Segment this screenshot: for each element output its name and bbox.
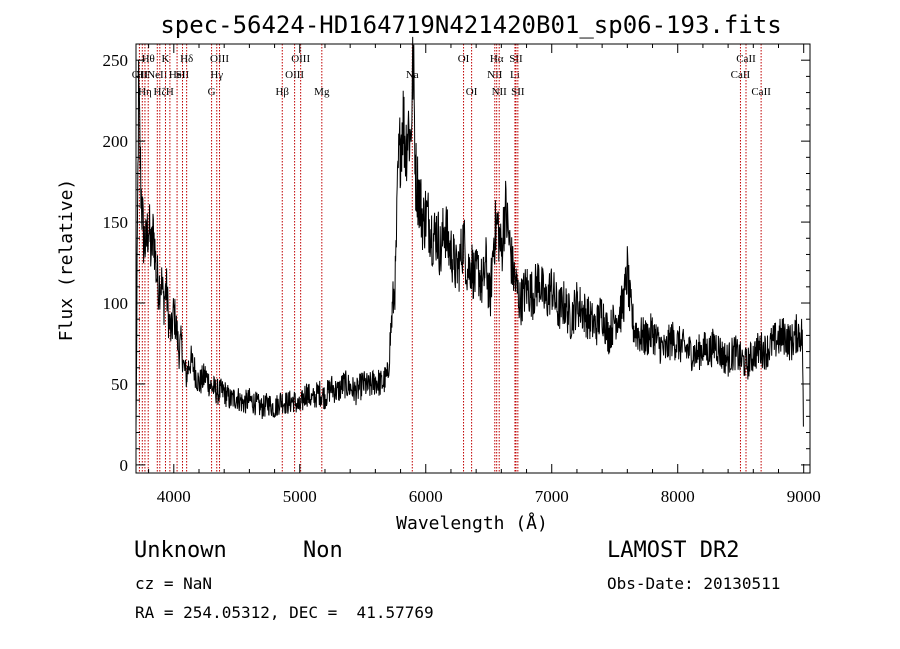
line-label-11: G — [208, 86, 216, 98]
line-label-24: Li — [510, 69, 520, 81]
plot-frame — [135, 43, 811, 474]
x-axis: 4000 5000 6000 7000 8000 9000 — [148, 44, 821, 506]
spectral-subclass: Non — [303, 538, 343, 563]
line-label-17: Mg — [314, 86, 330, 98]
line-label-7: H — [166, 86, 174, 98]
line-label-3: Hθ — [142, 53, 155, 65]
line-label-6: K — [162, 53, 170, 65]
line-label-28: CaII — [736, 53, 756, 65]
line-label-14: Hβ — [275, 86, 289, 98]
line-label-27: CaII — [731, 69, 751, 81]
x-tick-label-2: 6000 — [409, 487, 443, 506]
x-tick-label-0: 4000 — [157, 487, 191, 506]
line-label-13: OIII — [210, 53, 229, 65]
line-label-25: SII — [509, 53, 523, 65]
y-tick-label-0: 0 — [120, 456, 129, 475]
y-tick-label-2: 100 — [103, 294, 129, 313]
survey-label: LAMOST DR2 — [607, 538, 740, 563]
observation-date: Obs-Date: 20130511 — [607, 574, 781, 593]
line-label-1: HI — [136, 69, 148, 81]
x-tick-label-1: 5000 — [283, 487, 317, 506]
line-label-21: NII — [487, 69, 503, 81]
line-label-23: NII — [492, 86, 508, 98]
spectrum-line — [135, 36, 804, 430]
line-label-4: NeII — [147, 69, 167, 81]
line-label-19: OI — [458, 53, 470, 65]
x-tick-label-4: 8000 — [661, 487, 695, 506]
coordinates: RA = 254.05312, DEC = 41.57769 — [135, 603, 434, 622]
x-tick-label-3: 7000 — [535, 487, 569, 506]
line-label-8: HeI — [169, 69, 186, 81]
x-axis-label: Wavelength (Å) — [396, 512, 548, 534]
redshift-value: cz = NaN — [135, 574, 213, 593]
y-tick-label-4: 200 — [103, 132, 129, 151]
line-label-26: SII — [511, 86, 525, 98]
y-axis: 0 50 100 150 200 250 — [103, 51, 810, 475]
line-label-15: OIII — [285, 69, 304, 81]
line-label-9: SII — [176, 69, 190, 81]
x-tick-label-5: 9000 — [787, 487, 821, 506]
chart-title: spec-56424-HD164719N421420B01_sp06-193.f… — [160, 11, 781, 39]
line-label-20: OI — [466, 86, 478, 98]
line-label-22: Hα — [490, 53, 504, 65]
y-tick-label-1: 50 — [111, 375, 128, 394]
line-label-10: Hδ — [180, 53, 193, 65]
line-label-2: Hη — [138, 86, 152, 98]
spectrum-series — [135, 36, 804, 430]
spectral-class: Unknown — [134, 538, 227, 563]
line-label-5: Hζ — [154, 86, 167, 98]
y-axis-label: Flux (relative) — [56, 179, 77, 342]
line-label-29: CaII — [751, 86, 771, 98]
line-label-12: Hγ — [210, 69, 223, 81]
y-tick-label-5: 250 — [103, 51, 129, 70]
line-label-16: OIII — [291, 53, 310, 65]
y-tick-label-3: 150 — [103, 213, 129, 232]
